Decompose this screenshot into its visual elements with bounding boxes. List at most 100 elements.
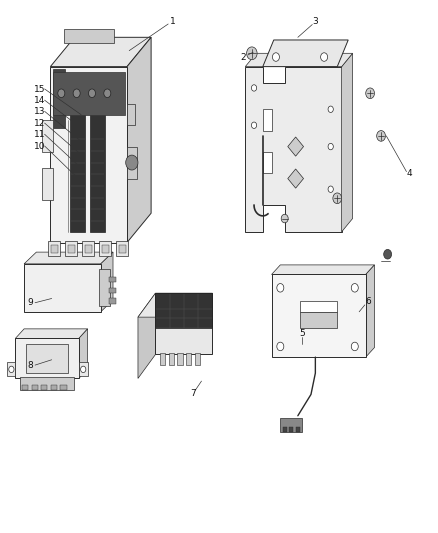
Polygon shape: [79, 362, 88, 376]
Circle shape: [366, 88, 374, 99]
Circle shape: [377, 131, 385, 141]
Bar: [32, 385, 38, 390]
Polygon shape: [50, 37, 151, 67]
Polygon shape: [155, 293, 212, 328]
Bar: [195, 353, 200, 365]
Polygon shape: [138, 293, 155, 378]
Bar: [99, 241, 111, 256]
Bar: [50, 67, 127, 243]
Circle shape: [328, 186, 333, 192]
Bar: [263, 152, 272, 173]
Bar: [51, 385, 57, 390]
Bar: [41, 385, 47, 390]
Text: 7: 7: [190, 389, 196, 398]
Bar: [119, 245, 126, 253]
Bar: [24, 264, 101, 312]
Polygon shape: [53, 69, 65, 128]
Bar: [116, 241, 128, 256]
Bar: [22, 385, 28, 390]
Polygon shape: [288, 169, 304, 188]
Circle shape: [351, 342, 358, 351]
Polygon shape: [24, 252, 113, 264]
Text: 12: 12: [34, 119, 45, 127]
Polygon shape: [70, 115, 85, 232]
Bar: [60, 385, 67, 390]
Circle shape: [81, 366, 86, 373]
Circle shape: [73, 89, 80, 98]
Polygon shape: [138, 293, 212, 317]
Bar: [110, 288, 116, 293]
Circle shape: [277, 284, 284, 292]
Text: 9: 9: [27, 298, 33, 307]
Text: 4: 4: [407, 169, 412, 177]
Bar: [127, 104, 135, 125]
Circle shape: [333, 193, 342, 204]
Bar: [177, 353, 183, 365]
Bar: [42, 168, 53, 200]
Polygon shape: [155, 293, 212, 354]
Bar: [296, 427, 300, 432]
Polygon shape: [366, 265, 374, 357]
Circle shape: [58, 89, 65, 98]
Bar: [127, 147, 137, 179]
Bar: [186, 353, 191, 365]
Text: 1: 1: [170, 17, 176, 26]
Bar: [48, 241, 60, 256]
Bar: [64, 29, 114, 43]
Bar: [53, 72, 125, 115]
Polygon shape: [90, 115, 105, 232]
Circle shape: [328, 106, 333, 112]
Bar: [15, 338, 79, 378]
Text: 14: 14: [34, 96, 45, 104]
Circle shape: [351, 284, 358, 292]
Bar: [289, 427, 293, 432]
Bar: [68, 245, 75, 253]
Text: 15: 15: [34, 85, 45, 93]
Polygon shape: [7, 362, 15, 376]
Text: 5: 5: [299, 329, 305, 337]
Text: 13: 13: [34, 107, 45, 116]
Text: 11: 11: [34, 130, 45, 139]
Bar: [263, 109, 272, 131]
Text: 3: 3: [312, 17, 318, 26]
Bar: [99, 269, 110, 306]
Circle shape: [251, 85, 257, 91]
Bar: [20, 377, 74, 390]
Bar: [85, 245, 92, 253]
Circle shape: [272, 53, 279, 61]
Circle shape: [277, 342, 284, 351]
Bar: [65, 241, 78, 256]
Bar: [300, 301, 337, 312]
Text: 10: 10: [34, 142, 45, 150]
Circle shape: [247, 47, 257, 60]
Bar: [51, 245, 58, 253]
Polygon shape: [272, 265, 374, 274]
Polygon shape: [245, 53, 353, 67]
Circle shape: [251, 122, 257, 128]
Bar: [110, 277, 116, 282]
Circle shape: [384, 249, 392, 259]
Circle shape: [328, 143, 333, 150]
Bar: [110, 298, 116, 304]
Polygon shape: [127, 37, 151, 243]
Polygon shape: [342, 53, 353, 232]
Circle shape: [104, 89, 111, 98]
Text: 6: 6: [365, 297, 371, 305]
Polygon shape: [15, 329, 88, 338]
Bar: [300, 312, 337, 328]
Bar: [82, 241, 94, 256]
Circle shape: [321, 53, 328, 61]
Bar: [26, 344, 68, 373]
Bar: [283, 427, 287, 432]
Polygon shape: [245, 67, 342, 232]
Bar: [169, 353, 174, 365]
Polygon shape: [79, 329, 88, 378]
Polygon shape: [263, 40, 348, 67]
Bar: [102, 245, 109, 253]
Polygon shape: [101, 252, 113, 312]
Polygon shape: [288, 137, 304, 156]
Circle shape: [88, 89, 95, 98]
Text: 2: 2: [240, 53, 246, 61]
Bar: [272, 274, 366, 357]
Circle shape: [281, 214, 288, 223]
